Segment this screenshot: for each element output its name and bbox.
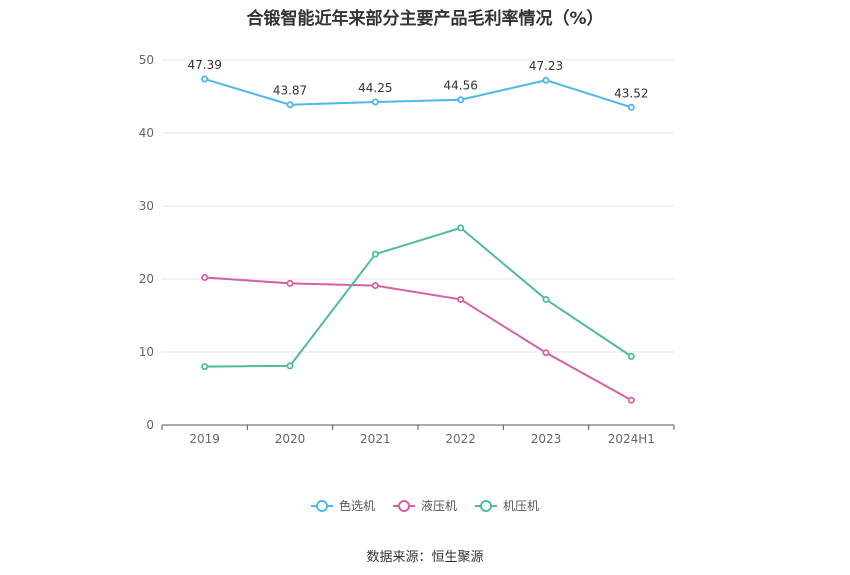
data-point[interactable] xyxy=(457,224,465,232)
y-tick-label: 50 xyxy=(139,53,154,67)
data-point[interactable] xyxy=(201,75,209,83)
series-lines xyxy=(201,75,635,404)
data-point[interactable] xyxy=(457,96,465,104)
x-tick-label: 2021 xyxy=(360,432,391,446)
data-label: 44.25 xyxy=(358,81,392,95)
chart-title: 合锻智能近年来部分主要产品毛利率情况（%） xyxy=(246,9,604,29)
data-point[interactable] xyxy=(457,295,465,303)
axes: 0 10 20 30 40 50 2019 2020 2021 2022 2023 2024H1 xyxy=(139,53,675,446)
data-point[interactable] xyxy=(542,76,550,84)
x-tick-label: 2024H1 xyxy=(608,432,655,446)
source-note: 数据来源：恒生聚源 xyxy=(366,550,484,565)
data-point[interactable] xyxy=(542,349,550,357)
x-tick-label: 2023 xyxy=(531,432,562,446)
data-point[interactable] xyxy=(627,352,635,360)
legend-label: 液压机 xyxy=(420,499,457,513)
data-labels: 47.39 43.87 44.25 44.56 47.23 43.52 xyxy=(187,58,648,100)
data-label: 44.56 xyxy=(443,79,477,93)
data-point[interactable] xyxy=(286,362,294,370)
series-line-2[interactable] xyxy=(204,226,632,368)
data-point[interactable] xyxy=(542,295,550,303)
legend-label: 机压机 xyxy=(503,499,540,513)
x-tick-label: 2022 xyxy=(445,432,476,446)
y-tick-label: 20 xyxy=(139,272,154,286)
data-point[interactable] xyxy=(627,396,635,404)
data-point[interactable] xyxy=(286,101,294,109)
legend-label: 色选机 xyxy=(338,499,375,513)
data-label: 47.39 xyxy=(187,58,221,72)
data-label: 43.87 xyxy=(273,84,307,98)
data-point[interactable] xyxy=(627,103,635,111)
legend-swatch-icon xyxy=(475,499,497,512)
legend-item-1[interactable]: 液压机 xyxy=(392,497,457,514)
data-label: 47.23 xyxy=(529,59,563,73)
x-tick-label: 2020 xyxy=(275,432,306,446)
legend-item-2[interactable]: 机压机 xyxy=(475,497,539,514)
legend-item-0[interactable]: 色选机 xyxy=(310,497,375,514)
data-point[interactable] xyxy=(371,250,379,258)
y-tick-label: 40 xyxy=(139,126,154,140)
data-point[interactable] xyxy=(371,98,379,106)
grid-lines xyxy=(162,59,674,353)
legend-swatch-icon xyxy=(392,499,415,512)
data-label: 43.52 xyxy=(614,86,648,100)
y-tick-label: 30 xyxy=(139,199,154,213)
data-point[interactable] xyxy=(286,279,294,287)
data-point[interactable] xyxy=(201,274,209,282)
y-tick-label: 0 xyxy=(146,418,154,432)
data-point[interactable] xyxy=(371,282,379,290)
legend-swatch-icon xyxy=(310,499,333,512)
series-line-1[interactable] xyxy=(204,276,632,402)
y-tick-label: 10 xyxy=(139,345,154,359)
data-point[interactable] xyxy=(201,363,209,371)
series-line-0[interactable] xyxy=(204,78,632,109)
legend: 色选机 液压机 机压机 xyxy=(0,497,850,514)
x-tick-label: 2019 xyxy=(189,432,220,446)
